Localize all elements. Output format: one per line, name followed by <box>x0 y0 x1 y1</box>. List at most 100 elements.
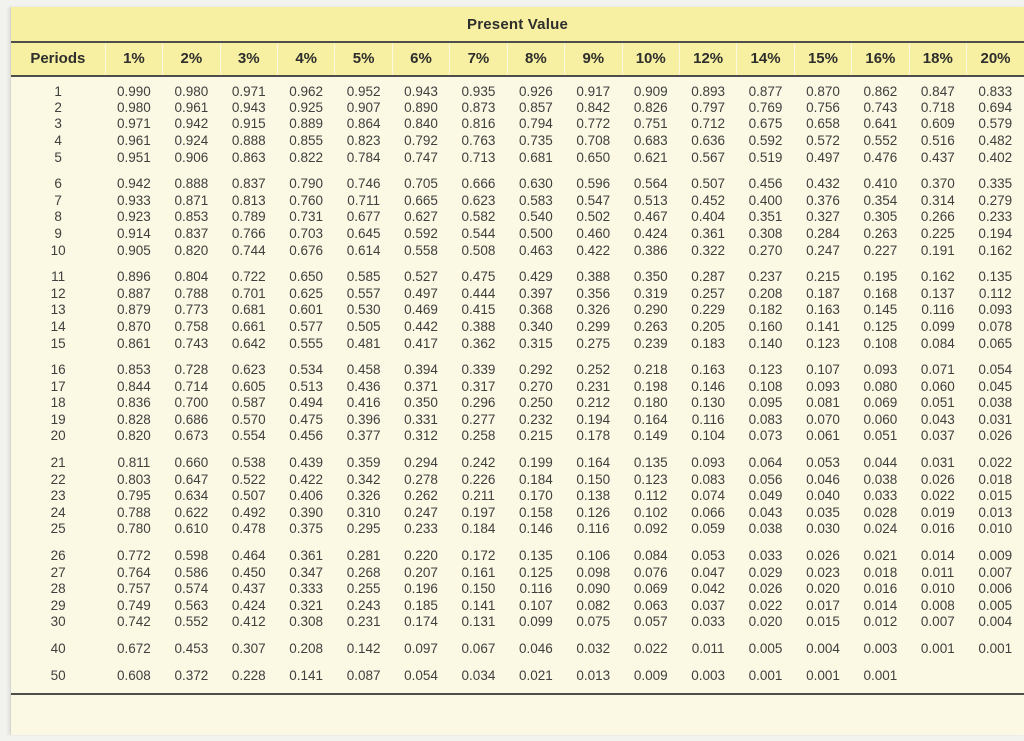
value-cell: 0.794 <box>518 116 553 132</box>
value-cell: 0.708 <box>576 132 611 148</box>
value-cell: 0.905 <box>117 242 151 258</box>
value-cell: 0.388 <box>576 269 611 285</box>
value-cell: 0.458 <box>346 362 381 378</box>
value-cell: 0.237 <box>748 269 783 285</box>
value-cell: 0.749 <box>117 597 151 613</box>
value-cell: 0.764 <box>117 564 151 580</box>
col-header-rate: 2% <box>162 43 221 77</box>
value-cell: 0.416 <box>346 395 381 411</box>
value-cell: 0.760 <box>289 192 324 208</box>
value-cell: 0.803 <box>117 471 151 487</box>
value-cell: 0.601 <box>289 302 324 318</box>
value-cell: 0.700 <box>174 395 209 411</box>
value-cell: 0.450 <box>231 564 266 580</box>
table-body: 1 0.990 0.980 0.971 0.962 0.952 0.943 0.935 0.92… <box>11 76 1024 684</box>
value-cell: 0.160 <box>748 318 783 334</box>
period-cell: 13 <box>50 302 66 318</box>
value-cell: 0.033 <box>863 488 898 504</box>
value-cell: 0.564 <box>633 176 668 192</box>
bottom-rule <box>11 683 1024 696</box>
table-row: 16 0.853 0.728 0.623 0.534 0.458 0.394 0.339 0.2… <box>11 361 1024 378</box>
table-row: 15 0.861 0.743 0.642 0.555 0.481 0.417 0.362 0.3… <box>11 335 1024 352</box>
value-cell: 0.268 <box>346 564 381 580</box>
value-cell: 0.497 <box>404 285 438 301</box>
table-row: 6 0.942 0.888 0.837 0.790 0.746 0.705 0.666 0.63… <box>11 175 1024 192</box>
value-cell: 0.625 <box>289 285 324 301</box>
value-cell: 0.412 <box>231 614 266 630</box>
value-cell: 0.844 <box>117 378 151 394</box>
value-cell <box>909 667 966 684</box>
value-cell: 0.530 <box>346 302 381 318</box>
value-cell: 0.061 <box>806 428 840 444</box>
value-cell: 0.030 <box>806 521 840 537</box>
value-cell: 0.766 <box>231 225 266 241</box>
value-cell: 0.475 <box>461 269 496 285</box>
period-cell: 18 <box>50 395 66 411</box>
value-cell: 0.026 <box>748 581 783 597</box>
value-cell: 0.040 <box>806 488 840 504</box>
value-cell: 0.376 <box>806 192 840 208</box>
value-cell: 0.292 <box>518 362 553 378</box>
col-header-rate: 14% <box>736 43 795 77</box>
value-cell: 0.012 <box>863 614 898 630</box>
value-cell: 0.942 <box>117 176 151 192</box>
table-row: 3 0.971 0.942 0.915 0.889 0.864 0.840 0.816 0.79… <box>11 116 1024 133</box>
value-cell: 0.722 <box>231 269 266 285</box>
value-cell: 0.370 <box>920 176 955 192</box>
period-cell: 11 <box>51 269 66 285</box>
value-cell: 0.075 <box>576 614 611 630</box>
value-cell: 0.116 <box>921 302 955 318</box>
value-cell: 0.308 <box>289 614 324 630</box>
value-cell: 0.031 <box>978 411 1013 427</box>
value-cell: 0.215 <box>806 269 840 285</box>
table-row: 24 0.788 0.622 0.492 0.390 0.310 0.247 0.197 0.1… <box>11 504 1024 521</box>
value-cell: 0.583 <box>518 192 553 208</box>
value-cell: 0.178 <box>576 428 611 444</box>
value-cell: 0.032 <box>576 641 611 657</box>
value-cell: 0.191 <box>920 242 955 258</box>
value-cell: 0.145 <box>863 302 898 318</box>
value-cell: 0.962 <box>289 84 324 99</box>
value-cell: 0.676 <box>289 242 324 258</box>
value-cell: 0.492 <box>231 504 266 520</box>
value-cell: 0.417 <box>404 335 438 351</box>
value-cell: 0.400 <box>748 192 783 208</box>
value-cell: 0.743 <box>863 99 898 115</box>
value-cell: 0.014 <box>920 548 955 564</box>
value-cell: 0.001 <box>748 667 783 683</box>
value-cell: 0.073 <box>748 428 783 444</box>
value-cell: 0.252 <box>576 362 611 378</box>
value-cell: 0.453 <box>174 641 209 657</box>
col-header-rate: 4% <box>277 43 336 77</box>
value-cell: 0.308 <box>748 225 783 241</box>
value-cell: 0.772 <box>576 116 611 132</box>
period-cell: 24 <box>50 504 66 520</box>
value-cell: 0.432 <box>806 176 840 192</box>
value-cell: 0.150 <box>576 471 611 487</box>
value-cell: 0.278 <box>404 471 438 487</box>
table-row: 4 0.961 0.924 0.888 0.855 0.823 0.792 0.763 0.73… <box>11 132 1024 149</box>
value-cell: 0.660 <box>174 455 209 471</box>
value-cell: 0.250 <box>518 395 553 411</box>
page-title: Present Value <box>11 7 1024 43</box>
period-cell: 4 <box>54 132 62 148</box>
value-cell: 0.540 <box>518 209 553 225</box>
value-cell: 0.437 <box>231 581 266 597</box>
value-cell: 0.290 <box>633 302 668 318</box>
value-cell: 0.006 <box>978 581 1013 597</box>
value-cell: 0.051 <box>863 428 898 444</box>
value-cell: 0.623 <box>461 192 496 208</box>
value-cell: 0.001 <box>978 641 1013 657</box>
value-cell: 0.519 <box>748 149 783 165</box>
value-cell: 0.404 <box>691 209 726 225</box>
value-cell: 0.422 <box>576 242 611 258</box>
value-cell: 0.563 <box>174 597 209 613</box>
value-cell: 0.020 <box>806 581 840 597</box>
value-cell: 0.456 <box>289 428 324 444</box>
value-cell: 0.247 <box>404 504 438 520</box>
value-cell: 0.107 <box>518 597 553 613</box>
value-cell: 0.218 <box>633 362 668 378</box>
value-cell: 0.326 <box>346 488 381 504</box>
value-cell: 0.184 <box>518 471 553 487</box>
value-cell: 0.661 <box>231 318 266 334</box>
